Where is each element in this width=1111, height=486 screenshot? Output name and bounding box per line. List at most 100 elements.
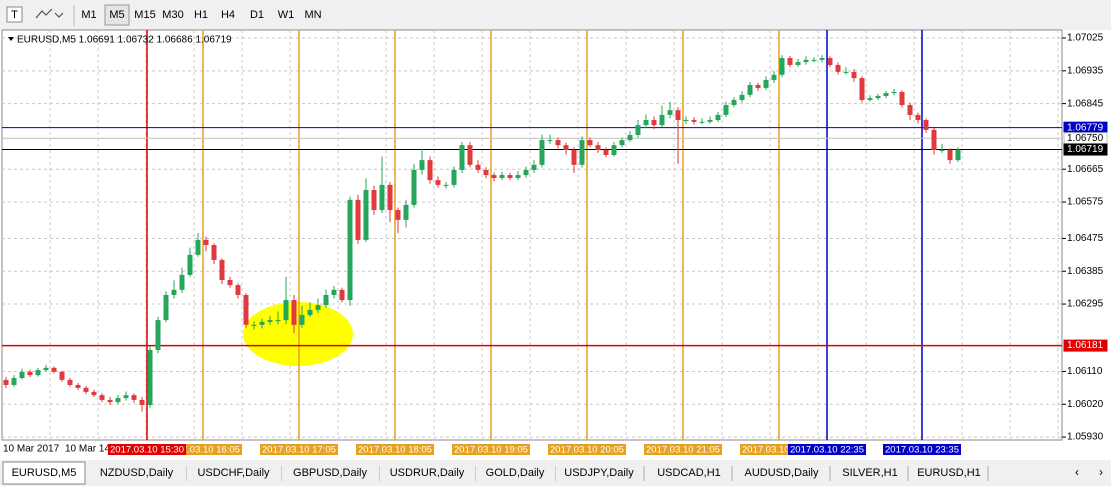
tab[interactable]: [735, 464, 828, 482]
candle-body: [371, 189, 377, 211]
candle-body: [851, 71, 857, 79]
candle-body: [555, 140, 561, 146]
candle-body: [435, 180, 441, 185]
time-label-bg: [883, 444, 961, 455]
tab-label[interactable]: EURUSD,M5: [12, 467, 77, 479]
candle-body: [115, 398, 121, 403]
candle-body: [875, 95, 881, 99]
candle-body: [531, 164, 537, 170]
candle-body: [451, 169, 457, 185]
tab-label[interactable]: USDJPY,Daily: [564, 467, 634, 479]
candle-body: [203, 239, 209, 246]
timeframe-button[interactable]: M5: [109, 9, 124, 21]
x-tick-label: 10 Mar 14: [65, 444, 110, 455]
timeframe-button[interactable]: M1: [81, 9, 96, 21]
candle-body: [19, 371, 25, 379]
candle-body: [795, 62, 801, 65]
timeframe-button[interactable]: H4: [221, 9, 235, 21]
candle-body: [307, 309, 313, 315]
candle-body: [595, 145, 601, 150]
y-tick-label: 1.06110: [1067, 366, 1103, 377]
candle-body: [715, 114, 721, 121]
tab-label[interactable]: AUDUSD,Daily: [745, 467, 819, 479]
candle-body: [99, 395, 105, 400]
time-label-bg: [548, 444, 626, 455]
y-tick-label: 1.07025: [1067, 33, 1104, 44]
tab[interactable]: [88, 464, 185, 482]
tab-label[interactable]: EURUSD,H1: [917, 467, 981, 479]
tab-scroll-right[interactable]: ›: [1099, 465, 1103, 479]
tab-label[interactable]: GOLD,Daily: [486, 467, 545, 479]
timeframe-button[interactable]: MN: [304, 9, 321, 21]
candle-body: [67, 379, 73, 385]
tab-active[interactable]: [2, 461, 86, 485]
candle-body: [699, 121, 705, 123]
tab[interactable]: [648, 464, 730, 482]
tab[interactable]: [282, 464, 378, 482]
candle-body: [395, 210, 401, 220]
menu-arrow[interactable]: [8, 37, 14, 41]
timeframe-button[interactable]: M30: [162, 9, 183, 21]
candle-body: [107, 399, 113, 403]
candle-body: [691, 120, 697, 122]
candle-body: [507, 175, 513, 178]
chart-title: EURUSD,M5 1.06691 1.06732 1.06686 1.0671…: [17, 35, 232, 46]
candle-body: [131, 395, 137, 400]
timeframe-button[interactable]: M15: [134, 9, 155, 21]
candle-body: [587, 140, 593, 146]
y-tick-label: 1.06385: [1067, 266, 1104, 277]
time-label: 2017.03.10 20:05: [550, 445, 624, 456]
timeframe-button[interactable]: W1: [278, 9, 295, 21]
tab[interactable]: [912, 464, 986, 482]
candle-body: [139, 399, 145, 406]
candle-body: [243, 294, 249, 325]
timeframe-button[interactable]: D1: [250, 9, 264, 21]
objects-tool[interactable]: [35, 8, 64, 19]
tab[interactable]: [476, 464, 554, 482]
time-label-bg: [452, 444, 530, 455]
candle-body: [315, 305, 321, 310]
tab[interactable]: [380, 464, 474, 482]
candle-body: [891, 91, 897, 94]
price-tag: 1.06719: [1067, 144, 1104, 155]
candle-body: [843, 71, 849, 73]
text-tool[interactable]: [6, 6, 23, 23]
candle-body: [43, 367, 49, 371]
time-label: 2017.03.10 17:05: [262, 445, 336, 456]
candle-body: [731, 99, 737, 106]
candle-body: [275, 320, 281, 322]
candle-body: [251, 324, 257, 326]
time-label: 2017.03.10 22:35: [790, 445, 864, 456]
tab-scroll-left[interactable]: ‹: [1075, 465, 1079, 479]
tab[interactable]: [556, 464, 642, 482]
tab[interactable]: [834, 464, 906, 482]
tab[interactable]: [187, 464, 280, 482]
tab-label[interactable]: USDCHF,Daily: [197, 467, 270, 479]
tab-label[interactable]: GBPUSD,Daily: [293, 467, 367, 479]
y-tick-label: 1.06845: [1067, 98, 1104, 109]
timeframe-button[interactable]: H1: [194, 9, 208, 21]
candle-body: [179, 274, 185, 290]
time-label: 2017.03.10 23:35: [885, 445, 959, 456]
candle-body: [411, 169, 417, 205]
candle-body: [739, 94, 745, 100]
tab-label[interactable]: NZDUSD,Daily: [100, 467, 174, 479]
candle-body: [763, 79, 769, 88]
tab-label[interactable]: USDCAD,H1: [657, 467, 721, 479]
candle-body: [955, 149, 961, 161]
y-tick-label: 1.06935: [1067, 65, 1104, 76]
candle-body: [907, 105, 913, 115]
candle-body: [931, 129, 937, 150]
candle-body: [323, 294, 329, 306]
tab-label[interactable]: SILVER,H1: [842, 467, 897, 479]
candle-body: [827, 58, 833, 65]
candle-body: [747, 85, 753, 95]
tab-label[interactable]: USDRUR,Daily: [390, 467, 465, 479]
price-tag-bg: [1063, 339, 1108, 352]
candle-body: [651, 120, 657, 126]
candle-body: [235, 285, 241, 295]
candle-body: [771, 74, 777, 80]
candle-body: [707, 120, 713, 122]
candle-body: [579, 140, 585, 165]
